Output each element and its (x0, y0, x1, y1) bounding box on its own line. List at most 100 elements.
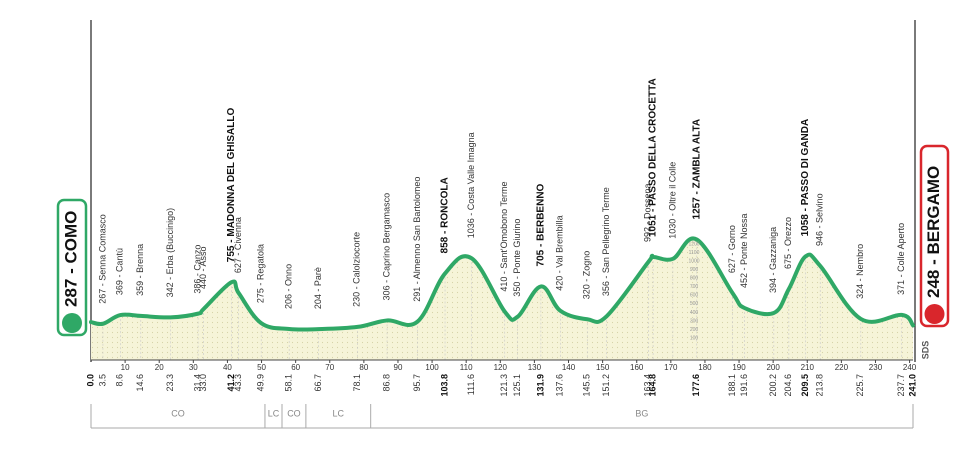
point-label: 1058 - PASSO DI GANDA (800, 119, 811, 237)
point-label: 675 - Orezzo (783, 217, 793, 269)
km-label: 151.2 (601, 374, 611, 397)
x-tick-label: 80 (359, 363, 368, 372)
x-tick-label: 20 (155, 363, 164, 372)
point-label: 992 - Dossena (643, 183, 653, 242)
x-tick-label: 180 (698, 363, 712, 372)
altitude-tick-label: 800 (690, 276, 699, 282)
altitude-tick-label: 1000 (688, 259, 699, 265)
point-label: 230 - Calolziocorte (352, 232, 362, 307)
km-label: 137.6 (555, 374, 565, 397)
km-label: 3.5 (97, 374, 107, 387)
km-label: 188.1 (727, 374, 737, 397)
point-label: 755 - MADONNA DEL GHISALLO (226, 108, 237, 263)
point-label: 306 - Caprino Bergamasco (381, 193, 391, 301)
km-label: 66.7 (313, 374, 323, 392)
km-label: 8.6 (115, 374, 125, 387)
km-label: 164.8 (647, 374, 657, 397)
point-label: 627 - Civenna (233, 217, 243, 273)
km-label: 95.7 (412, 374, 422, 392)
km-label: 121.3 (499, 374, 509, 397)
altitude-tick-label: 900 (690, 267, 699, 273)
x-tick-label: 90 (394, 363, 403, 372)
x-tick-label: 60 (291, 363, 300, 372)
point-label: 206 - Onno (284, 264, 294, 309)
x-tick-label: 130 (528, 363, 542, 372)
km-label: 31.4 (192, 374, 202, 392)
point-label: 359 - Brenna (135, 244, 145, 296)
km-label: 43.3 (233, 374, 243, 392)
x-tick-label: 160 (630, 363, 644, 372)
point-label: 1051 - PASSO DELLA CROCETTA (648, 78, 659, 237)
altitude-tick-label: 500 (690, 301, 699, 307)
x-tick-label: 40 (223, 363, 232, 372)
km-label: 125.1 (512, 374, 522, 397)
km-label: 163.4 (643, 374, 653, 397)
start-box (56, 198, 88, 337)
km-label: 191.6 (739, 374, 749, 397)
km-label: 41.2 (226, 374, 236, 392)
km-label: 213.8 (815, 374, 825, 397)
point-label: 350 - Ponte Giurino (512, 219, 522, 297)
region-label: CO (287, 408, 301, 418)
region-label: CO (171, 408, 185, 418)
x-tick-label: 50 (257, 363, 266, 372)
x-tick-label: 210 (801, 363, 815, 372)
point-label: 1036 - Costa Valle Imagna (466, 132, 476, 238)
x-tick-label: 120 (494, 363, 508, 372)
x-tick-label: 240 (903, 363, 917, 372)
finish-icon (924, 304, 945, 324)
point-label: 275 - Regatola (256, 244, 266, 303)
km-label: 177.6 (691, 374, 701, 397)
point-label: 386 - Canzo (192, 245, 202, 294)
point-label: 267 - Senna Comasco (97, 214, 107, 304)
km-label: 200.2 (768, 374, 778, 397)
km-label: 225.7 (855, 374, 865, 397)
altitude-tick-label: 1200 (688, 242, 699, 248)
x-tick-label: 100 (425, 363, 439, 372)
point-label: 1030 - Oltre il Colle (667, 162, 677, 239)
x-tick-label: 10 (121, 363, 130, 372)
finish-box (919, 144, 950, 328)
km-label: 86.8 (381, 374, 391, 392)
x-tick-label: 140 (562, 363, 576, 372)
km-label: 103.8 (439, 374, 449, 397)
finish-label: 248 - BERGAMO (924, 166, 943, 298)
region-label: LC (333, 408, 345, 418)
km-label: 145.5 (582, 374, 592, 397)
finish: 248 - BERGAMO (919, 144, 950, 328)
point-label: 1257 - ZAMBLA ALTA (691, 119, 702, 220)
km-label: 204.6 (783, 374, 793, 397)
km-label: 49.9 (256, 374, 266, 392)
x-tick-label: 170 (664, 363, 678, 372)
altitude-tick-label: 600 (690, 293, 699, 299)
point-label: 204 - Parè (313, 267, 323, 309)
altitude-tick-label: 700 (690, 284, 699, 290)
km-label: 14.6 (135, 374, 145, 392)
altitude-tick-label: 400 (690, 310, 699, 316)
km-label: 111.6 (466, 374, 476, 395)
x-tick-label: 70 (325, 363, 334, 372)
point-label: 369 - Cantù (115, 248, 125, 295)
km-label: 0.0 (85, 374, 95, 387)
point-label: 452 - Ponte Nossa (739, 213, 749, 288)
point-label: 342 - Erba (Buccinigo) (165, 208, 175, 298)
sponsor: SDS (920, 341, 930, 360)
point-label: 858 - RONCOLA (440, 177, 451, 253)
profile-line (89, 236, 915, 332)
x-tick-label: 110 (460, 363, 473, 372)
x-tick-label: 220 (835, 363, 849, 372)
point-label: 394 - Gazzaniga (768, 227, 778, 293)
x-tick-label: 230 (869, 363, 883, 372)
point-label: 420 - Val Brembilla (555, 215, 565, 290)
region-label: BG (635, 408, 648, 418)
point-label: 320 - Zogno (582, 251, 592, 300)
point-label: 946 - Selvino (815, 193, 825, 246)
point-label: 440 - Asso (198, 246, 208, 289)
km-label: 131.9 (535, 374, 545, 397)
start-icon (62, 313, 82, 333)
start: 287 - COMO (56, 198, 88, 337)
point-label: 371 - Colle Aperto (896, 223, 906, 295)
km-label: 78.1 (352, 374, 362, 392)
km-label: 23.3 (165, 374, 175, 392)
